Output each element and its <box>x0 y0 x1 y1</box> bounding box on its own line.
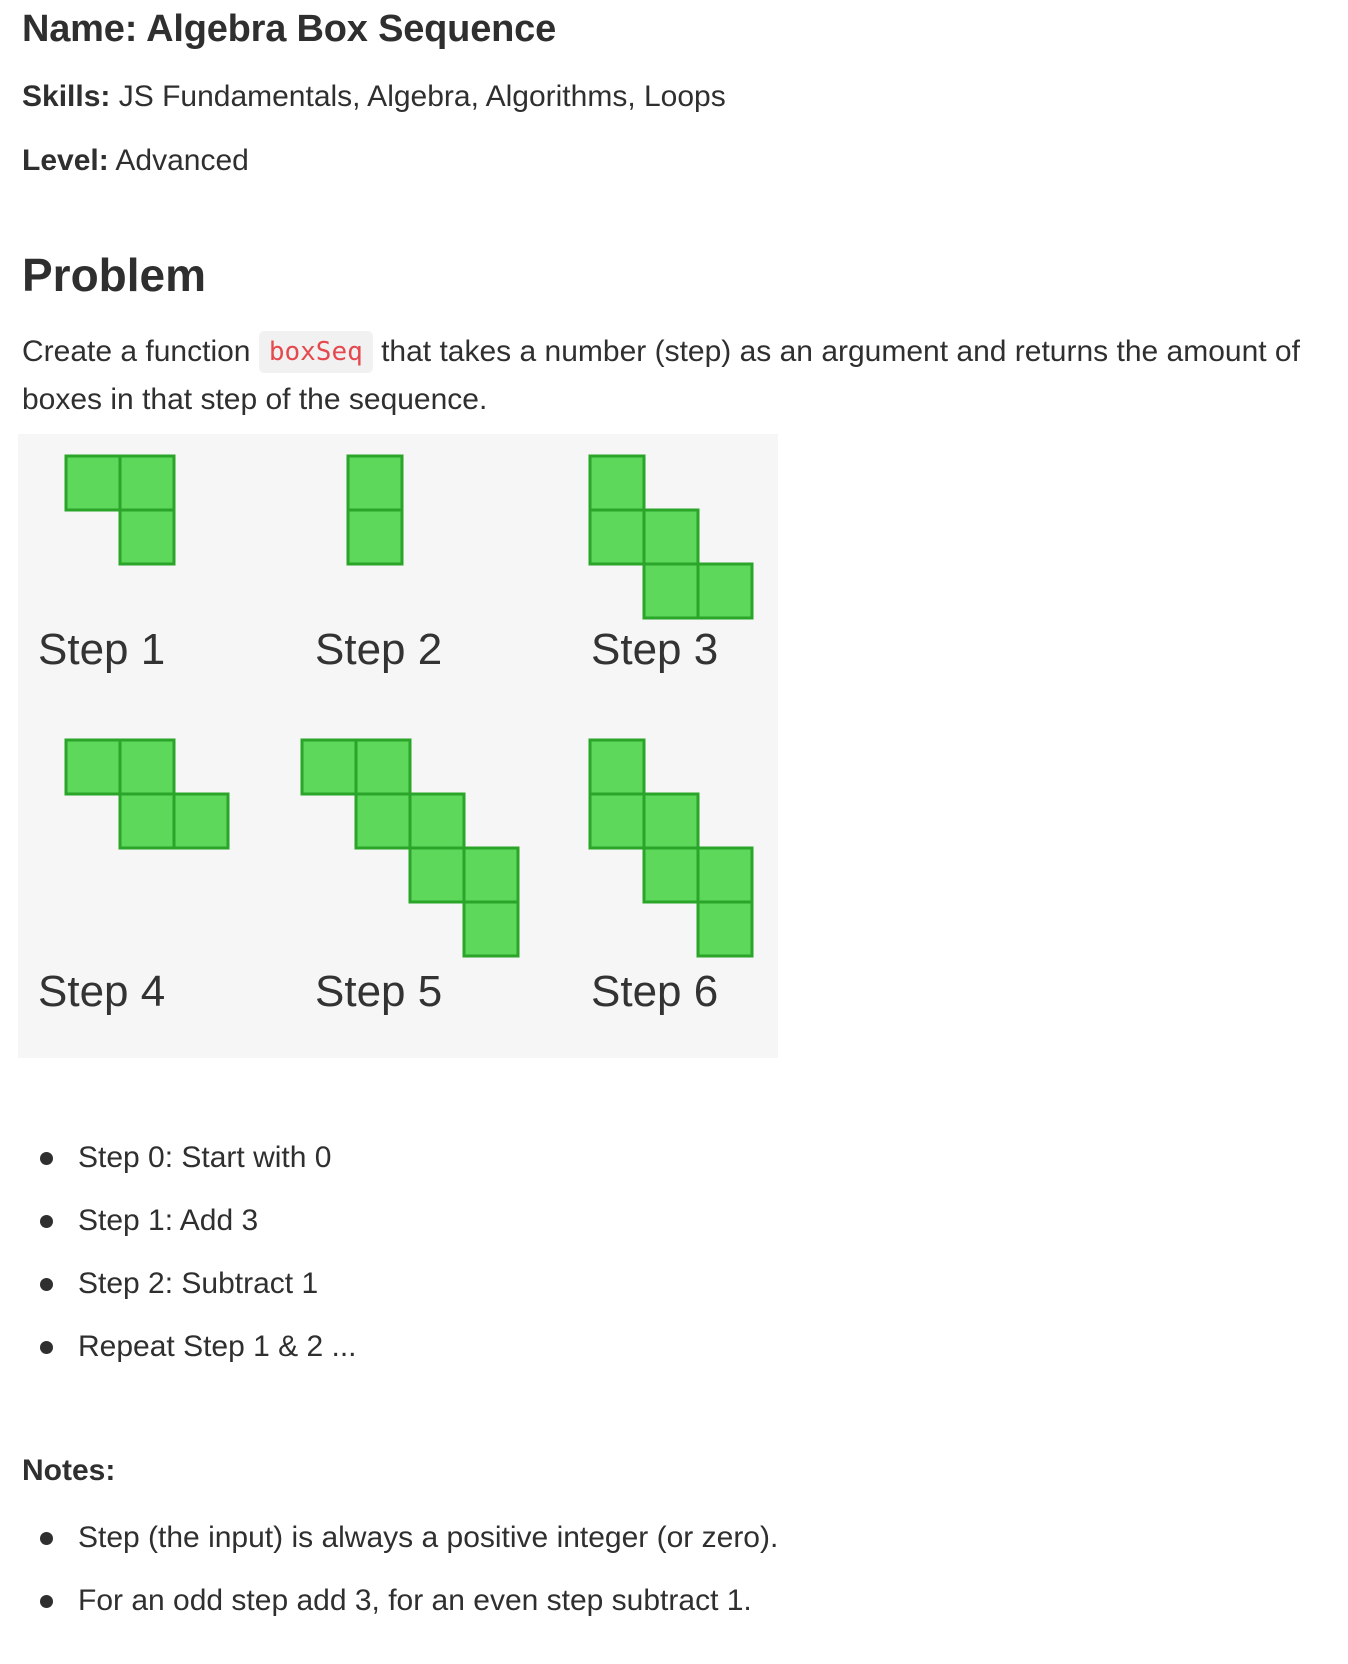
step-6-diagram: Step 6 <box>588 738 754 1016</box>
rule-item: Step 0: Start with 0 <box>22 1136 357 1199</box>
step-6-box <box>588 738 646 796</box>
step-6-box <box>642 792 700 850</box>
step-1-box <box>64 454 122 512</box>
name-label: Name: <box>22 8 138 50</box>
step-4-box <box>118 738 176 796</box>
note-text: Step (the input) is always a positive in… <box>78 1521 779 1554</box>
bullet-icon <box>40 1152 53 1165</box>
rule-text: Step 0: Start with 0 <box>78 1141 332 1174</box>
intro-text-after: that takes a number (step) as an argumen… <box>22 335 1300 416</box>
step-5-diagram: Step 5 <box>300 738 520 1016</box>
step-2-label: Step 2 <box>315 625 442 674</box>
step-5-box <box>462 846 520 904</box>
step-3-diagram: Step 3 <box>588 454 754 674</box>
step-4-box <box>172 792 230 850</box>
step-1-box <box>118 454 176 512</box>
box-sequence-image: Step 1 Step 2 Step 3 Step 4 Step 5 Step 6 <box>38 454 754 1016</box>
step-2-box <box>346 454 404 512</box>
rule-item: Step 2: Subtract 1 <box>22 1262 357 1325</box>
level-value: Advanced <box>115 144 249 177</box>
step-2-box <box>346 508 404 566</box>
skills-label: Skills: <box>22 80 111 113</box>
notes-heading: Notes: <box>22 1454 116 1487</box>
step-1-box <box>118 508 176 566</box>
step-5-label: Step 5 <box>315 967 442 1016</box>
step-1-diagram: Step 1 <box>38 454 176 674</box>
bullet-icon <box>40 1278 53 1291</box>
step-5-box <box>462 900 520 958</box>
rule-text: Step 1: Add 3 <box>78 1204 259 1237</box>
level-label: Level: <box>22 144 109 177</box>
step-4-label: Step 4 <box>38 967 165 1016</box>
step-3-label: Step 3 <box>591 625 718 674</box>
step-5-box <box>408 846 466 904</box>
rule-item: Step 1: Add 3 <box>22 1199 357 1262</box>
step-6-box <box>696 900 754 958</box>
rules-list: Step 0: Start with 0 Step 1: Add 3 Step … <box>22 1136 357 1388</box>
step-2-diagram: Step 2 <box>315 454 442 674</box>
notes-list: Step (the input) is always a positive in… <box>22 1516 778 1642</box>
step-3-box <box>696 562 754 620</box>
intro-text-before: Create a function <box>22 335 251 368</box>
step-4-box <box>64 738 122 796</box>
bullet-icon <box>40 1215 53 1228</box>
bullet-icon <box>40 1595 53 1608</box>
step-3-box <box>642 562 700 620</box>
skills-value: JS Fundamentals, Algebra, Algorithms, Lo… <box>118 80 726 113</box>
level-line: Level: Advanced <box>22 144 249 178</box>
note-item: Step (the input) is always a positive in… <box>22 1516 778 1579</box>
note-item: For an odd step add 3, for an even step … <box>22 1579 778 1642</box>
rule-text: Repeat Step 1 & 2 ... <box>78 1330 357 1363</box>
step-3-box <box>588 508 646 566</box>
problem-heading: Problem <box>22 249 207 301</box>
step-4-box <box>118 792 176 850</box>
bullet-icon <box>40 1532 53 1545</box>
problem-description: Create a function boxSeq that takes a nu… <box>22 328 1312 424</box>
step-3-box <box>588 454 646 512</box>
bullet-icon <box>40 1341 53 1354</box>
step-5-box <box>408 792 466 850</box>
step-1-label: Step 1 <box>38 625 165 674</box>
rule-item: Repeat Step 1 & 2 ... <box>22 1325 357 1388</box>
function-name-code: boxSeq <box>258 331 373 373</box>
note-text: For an odd step add 3, for an even step … <box>78 1584 752 1617</box>
skills-line: Skills: JS Fundamentals, Algebra, Algori… <box>22 80 726 114</box>
step-5-box <box>354 792 412 850</box>
step-6-box <box>696 846 754 904</box>
box-sequence-figure: Step 1 Step 2 Step 3 Step 4 Step 5 Step 6 <box>18 434 778 1058</box>
step-6-box <box>588 792 646 850</box>
document-title: Name: Algebra Box Sequence <box>22 8 556 51</box>
step-5-box <box>354 738 412 796</box>
name-value: Algebra Box Sequence <box>146 8 557 50</box>
step-4-diagram: Step 4 <box>38 738 230 1016</box>
rule-text: Step 2: Subtract 1 <box>78 1267 319 1300</box>
step-3-box <box>642 508 700 566</box>
step-6-box <box>642 846 700 904</box>
step-5-box <box>300 738 358 796</box>
step-6-label: Step 6 <box>591 967 718 1016</box>
